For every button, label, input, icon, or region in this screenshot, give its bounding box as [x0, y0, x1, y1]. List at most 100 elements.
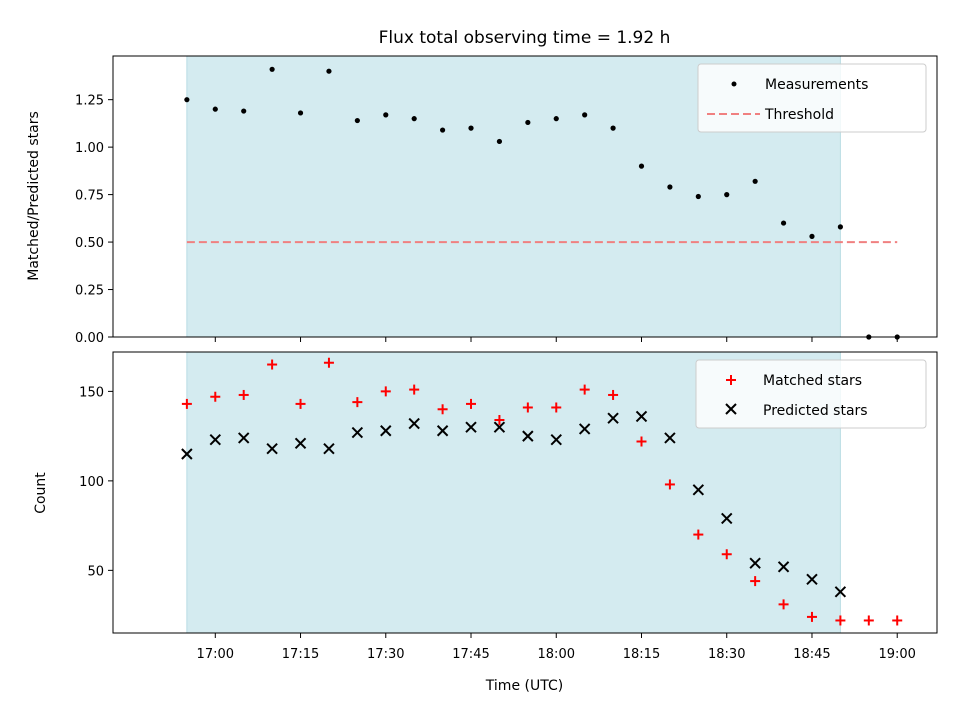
predicted-stars-point	[294, 437, 307, 449]
measurement-point	[582, 112, 588, 118]
measurement-point	[383, 112, 389, 118]
matched-stars-point	[835, 615, 846, 626]
predicted-stars-point	[578, 423, 591, 435]
predicted-stars-point	[635, 410, 648, 423]
x-tick-label: 17:00	[197, 647, 234, 662]
measurement-point	[184, 97, 190, 103]
matched-stars-point	[409, 384, 420, 395]
bottom-y-tick-label: 150	[79, 385, 104, 400]
measurement-point	[695, 193, 701, 200]
matched-stars-point	[380, 386, 391, 397]
predicted-stars-point	[237, 432, 250, 444]
predicted-stars-point	[351, 426, 364, 439]
matched-stars-point	[323, 357, 334, 368]
predicted-stars-point	[465, 421, 477, 433]
top-x-ticks	[214, 337, 898, 342]
predicted-stars-point	[749, 557, 761, 569]
matched-stars-point	[522, 402, 533, 413]
matched-stars-point	[892, 615, 903, 626]
top-y-axis-label: Matched/Predicted stars	[26, 111, 42, 281]
top-panel: 0.00 0.25 0.50 0.75 1.00 1.25 Matched/Predict…	[26, 55, 938, 346]
top-y-tick-label: 0.00	[75, 331, 104, 346]
predicted-stars-point	[777, 561, 790, 573]
predicted-stars-point	[607, 412, 619, 424]
matched-stars-point	[437, 404, 448, 415]
measurement-points	[184, 66, 900, 340]
predicted-stars-point	[664, 432, 676, 444]
x-tick-label: 19:00	[878, 647, 915, 662]
predicted-stars-point	[692, 484, 705, 496]
matched-stars-point	[267, 359, 278, 370]
matched-stars-point	[750, 576, 761, 587]
top-legend: Measurements Threshold	[697, 63, 927, 133]
x-tick-label: 18:45	[793, 647, 830, 662]
predicted-stars-point	[380, 425, 392, 437]
predicted-stars-point	[181, 448, 193, 460]
predicted-stars-point	[721, 512, 733, 525]
predicted-stars-point	[408, 417, 420, 430]
predicted-stars-point	[806, 573, 818, 586]
measurement-point	[354, 117, 360, 124]
top-y-tick-label: 0.50	[75, 236, 104, 251]
matched-stars-point	[806, 611, 817, 622]
measurement-point	[212, 106, 218, 112]
predicted-stars-point	[493, 421, 506, 433]
predicted-stars-point	[323, 442, 335, 455]
measurement-point	[752, 178, 758, 184]
measurement-point	[525, 119, 531, 126]
measurement-point	[326, 68, 332, 74]
matched-stars-point	[579, 384, 590, 395]
matched-stars-point	[295, 398, 306, 409]
bottom-y-tick-label: 100	[79, 475, 104, 490]
top-y-tick-label: 0.25	[75, 284, 104, 299]
predicted-stars-point	[209, 433, 221, 446]
bottom-legend-box	[695, 359, 927, 429]
matched-stars-point	[210, 391, 221, 402]
matched-stars-point	[352, 397, 363, 408]
x-axis-label: Time (UTC)	[485, 678, 563, 694]
measurement-point	[553, 116, 559, 122]
x-tick-label: 18:00	[538, 647, 575, 662]
legend-matched-label: Matched stars	[763, 373, 862, 389]
top-y-ticks: 0.00 0.25 0.50 0.75 1.00 1.25	[75, 94, 113, 346]
matched-stars-point	[494, 415, 505, 426]
predicted-stars-point	[522, 430, 534, 442]
top-y-tick-label: 1.25	[75, 94, 104, 109]
measurement-point	[269, 66, 275, 72]
legend-predicted-marker	[725, 403, 737, 415]
matched-stars-point	[181, 398, 192, 409]
matched-stars-point	[608, 389, 619, 400]
predicted-stars-point	[834, 586, 847, 598]
measurement-point	[468, 125, 474, 131]
matched-stars-point	[693, 529, 704, 540]
bottom-y-ticks: 50 100 150	[79, 385, 113, 579]
measurement-point	[667, 184, 673, 190]
measurement-point	[411, 116, 417, 122]
measurement-point	[241, 108, 247, 114]
measurement-point	[638, 163, 645, 169]
legend-measurements-marker	[731, 81, 737, 87]
bottom-axes-frame	[112, 351, 938, 634]
top-y-tick-label: 1.00	[75, 141, 104, 156]
legend-matched-marker	[726, 375, 736, 385]
chart-title: Flux total observing time = 1.92 h	[379, 28, 671, 48]
matched-stars-point	[238, 389, 249, 400]
bottom-y-tick-label: 50	[87, 564, 104, 579]
legend-measurements-label: Measurements	[765, 77, 868, 93]
predicted-stars-point	[550, 433, 562, 446]
bottom-y-axis-label: Count	[33, 472, 49, 514]
matched-stars-point	[778, 599, 789, 610]
matched-stars-point	[466, 398, 477, 409]
matched-stars-point	[863, 615, 874, 626]
matched-stars-point	[551, 402, 562, 413]
x-tick-label: 18:30	[708, 647, 745, 662]
bottom-x-ticks: 17:00 17:15 17:30 17:45 18:00 18:15 18:30 18:45…	[197, 633, 916, 662]
measurement-point	[610, 125, 616, 131]
legend-threshold-label: Threshold	[764, 107, 834, 123]
top-y-tick-label: 0.75	[75, 189, 104, 204]
predicted-stars-point	[266, 442, 278, 455]
predicted-stars-point	[436, 425, 449, 437]
measurement-point	[496, 138, 503, 145]
